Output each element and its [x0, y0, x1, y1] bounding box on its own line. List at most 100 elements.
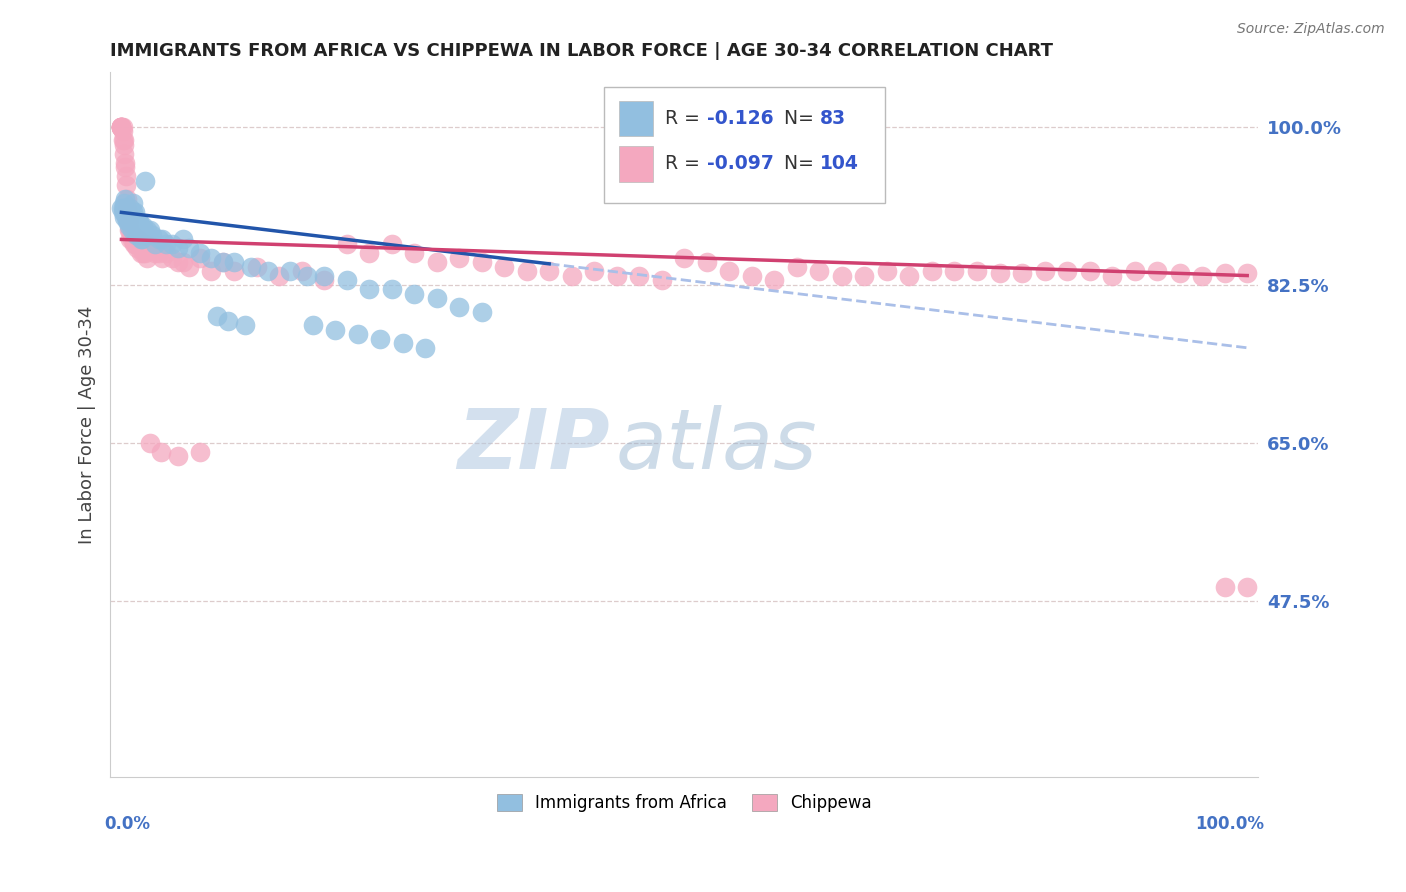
Point: [112, 196, 135, 211]
Point: [651, 273, 673, 287]
Point: [136, 251, 159, 265]
Point: [114, 160, 136, 174]
Point: [111, 133, 134, 147]
Point: [118, 223, 141, 237]
Point: [121, 223, 143, 237]
Text: R =: R =: [665, 109, 706, 128]
Point: [160, 236, 183, 251]
Point: [110, 120, 132, 134]
Point: [111, 201, 134, 215]
Point: [741, 268, 763, 283]
Legend: Immigrants from Africa, Chippewa: Immigrants from Africa, Chippewa: [491, 788, 879, 819]
Point: [392, 336, 415, 351]
Point: [988, 266, 1011, 280]
Point: [166, 242, 188, 256]
Point: [114, 192, 136, 206]
Point: [301, 318, 323, 333]
Y-axis label: In Labor Force | Age 30-34: In Labor Force | Age 30-34: [79, 305, 96, 544]
Point: [312, 268, 335, 283]
Point: [115, 205, 138, 219]
Point: [347, 327, 370, 342]
Point: [115, 201, 138, 215]
Point: [118, 205, 141, 219]
Point: [1011, 266, 1033, 280]
Point: [148, 232, 170, 246]
Point: [267, 268, 290, 283]
Point: [128, 236, 150, 251]
Point: [121, 232, 143, 246]
Point: [295, 268, 318, 283]
Point: [628, 268, 651, 283]
Point: [561, 268, 583, 283]
Point: [115, 201, 138, 215]
Point: [415, 341, 437, 355]
Point: [110, 120, 132, 134]
Point: [921, 264, 943, 278]
Text: Source: ZipAtlas.com: Source: ZipAtlas.com: [1237, 22, 1385, 37]
Point: [124, 205, 146, 219]
Point: [312, 273, 335, 287]
Point: [111, 205, 134, 219]
Point: [876, 264, 898, 278]
Point: [118, 219, 141, 233]
Point: [112, 210, 135, 224]
Point: [239, 260, 262, 274]
Point: [177, 260, 200, 274]
Text: 83: 83: [820, 109, 846, 128]
Point: [138, 223, 160, 237]
Point: [1101, 268, 1123, 283]
Point: [966, 264, 988, 278]
Point: [606, 268, 628, 283]
Point: [121, 214, 143, 228]
Point: [115, 201, 138, 215]
Point: [111, 120, 134, 134]
Point: [166, 255, 188, 269]
Point: [172, 232, 194, 246]
Point: [1056, 264, 1078, 278]
Point: [131, 232, 153, 246]
Point: [404, 246, 426, 260]
Point: [177, 242, 200, 256]
Point: [117, 214, 139, 228]
Point: [359, 282, 381, 296]
Point: [120, 201, 142, 215]
Point: [290, 264, 312, 278]
Point: [1146, 264, 1168, 278]
Point: [118, 214, 141, 228]
Point: [120, 210, 142, 224]
Text: R =: R =: [665, 154, 706, 173]
Point: [121, 227, 143, 242]
Text: atlas: atlas: [616, 405, 817, 486]
Point: [129, 232, 152, 246]
Point: [125, 227, 148, 242]
Point: [114, 201, 136, 215]
Point: [121, 196, 143, 211]
Point: [1236, 266, 1258, 280]
Point: [516, 264, 538, 278]
Point: [128, 214, 150, 228]
Point: [110, 120, 132, 134]
Point: [256, 264, 278, 278]
Point: [120, 223, 142, 237]
Point: [122, 219, 145, 233]
Point: [115, 169, 138, 184]
Point: [115, 192, 138, 206]
Bar: [619, 146, 654, 182]
Point: [112, 137, 135, 152]
FancyBboxPatch shape: [605, 87, 886, 202]
Point: [115, 205, 138, 219]
Point: [110, 120, 132, 134]
Point: [125, 214, 148, 228]
Point: [138, 435, 160, 450]
Point: [786, 260, 808, 274]
Point: [188, 246, 211, 260]
Point: [471, 255, 494, 269]
Point: [131, 236, 153, 251]
Point: [471, 304, 494, 318]
Point: [136, 223, 159, 237]
Point: [217, 314, 239, 328]
Point: [129, 246, 152, 260]
Point: [1123, 264, 1146, 278]
Point: [1033, 264, 1056, 278]
Point: [205, 309, 228, 323]
